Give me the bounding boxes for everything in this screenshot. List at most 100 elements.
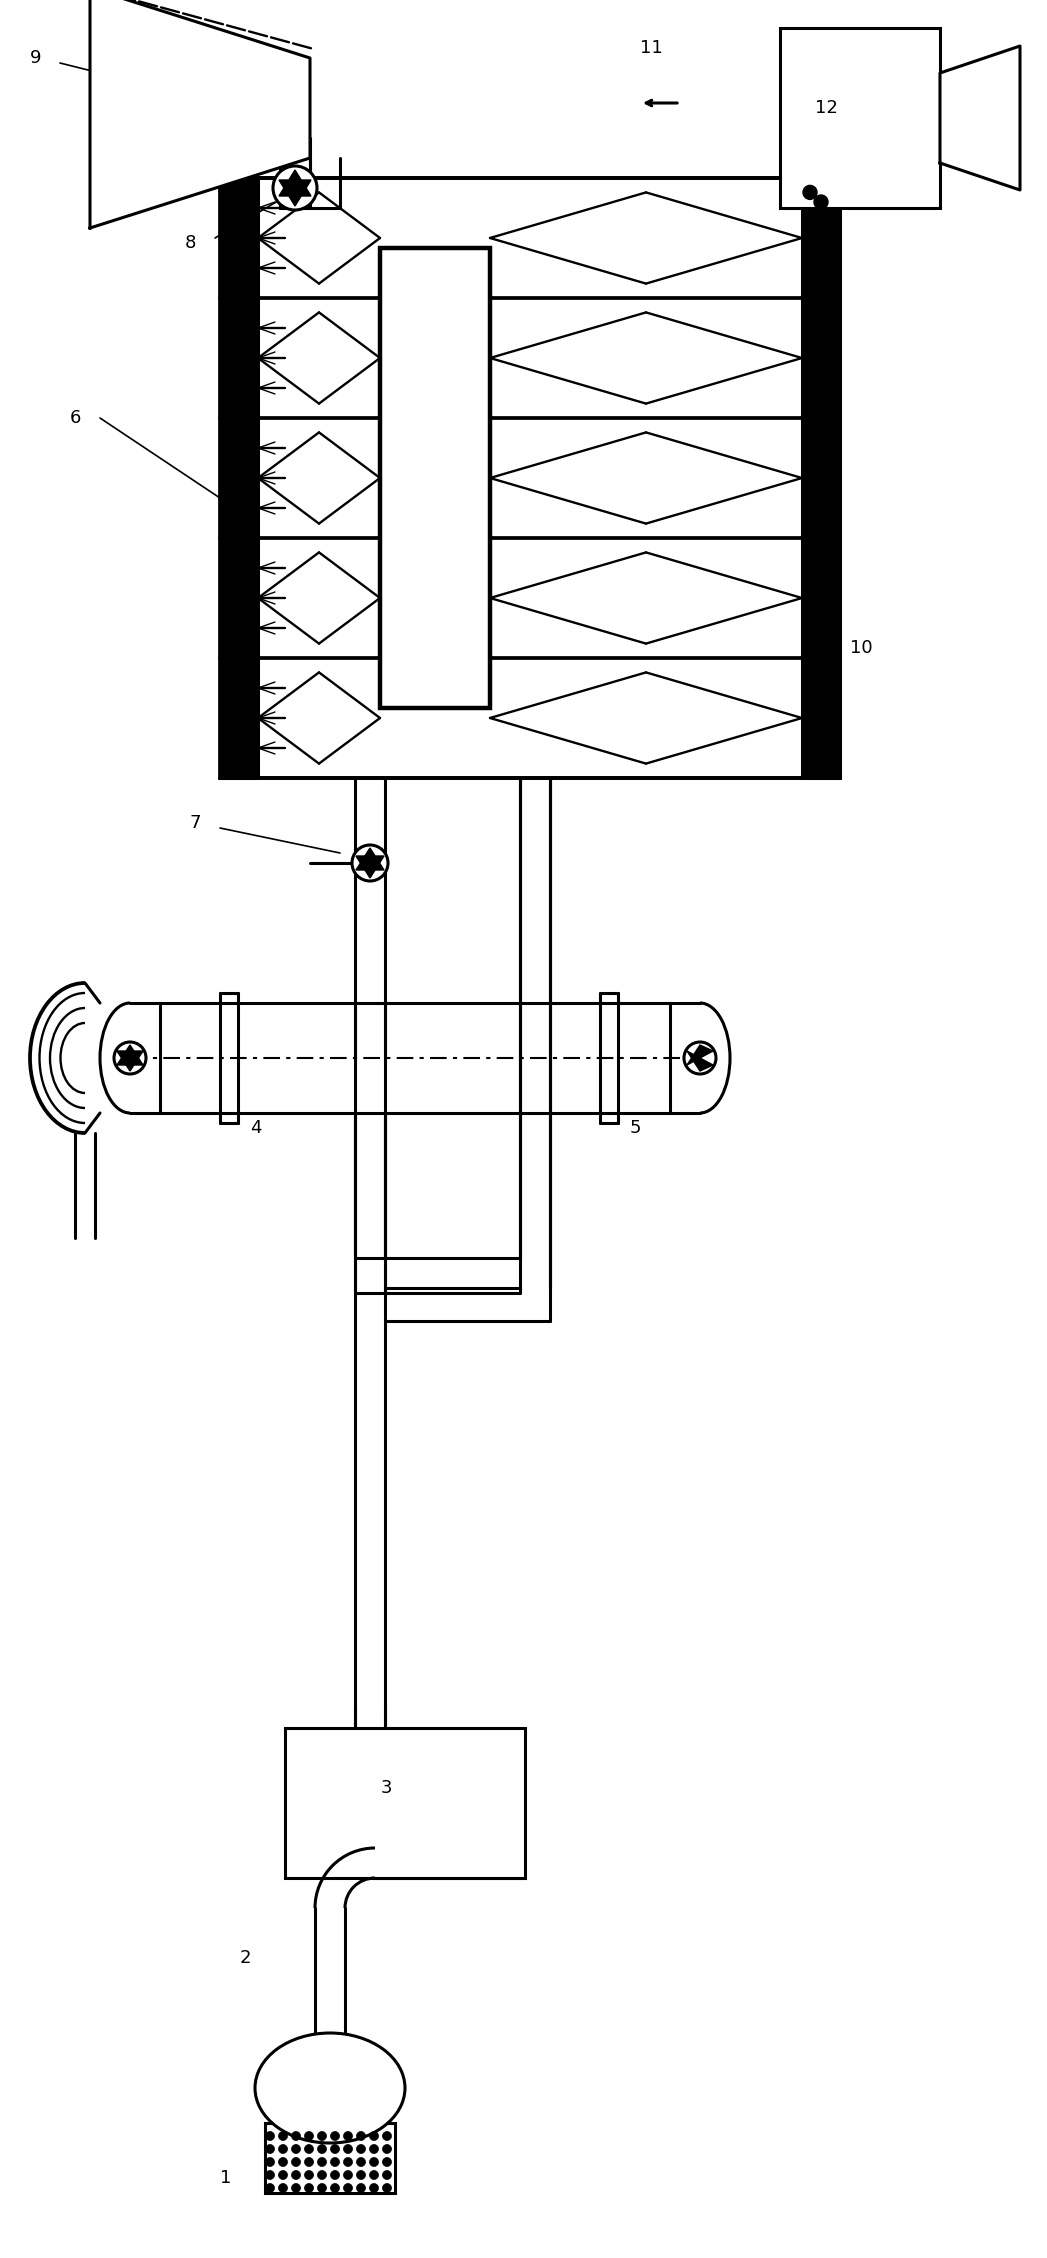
Text: 9: 9 [30, 50, 42, 68]
Polygon shape [940, 45, 1020, 190]
Bar [802, 178, 840, 779]
Circle shape [814, 675, 828, 689]
Circle shape [370, 2156, 379, 2165]
Circle shape [814, 386, 828, 402]
Circle shape [291, 2145, 300, 2154]
Text: 10: 10 [850, 639, 872, 657]
Circle shape [814, 747, 828, 761]
Polygon shape [279, 181, 311, 205]
Circle shape [382, 2132, 392, 2141]
Circle shape [317, 2183, 327, 2193]
Circle shape [266, 2183, 274, 2193]
Circle shape [291, 2183, 300, 2193]
Polygon shape [687, 1050, 713, 1070]
Text: 2: 2 [240, 1949, 251, 1967]
Polygon shape [687, 1045, 713, 1066]
Circle shape [305, 2156, 313, 2165]
Circle shape [279, 2170, 288, 2179]
Circle shape [382, 2145, 392, 2154]
Circle shape [803, 275, 817, 291]
Circle shape [291, 2132, 300, 2141]
Circle shape [814, 266, 828, 280]
Circle shape [331, 2156, 339, 2165]
Text: 1: 1 [220, 2170, 231, 2188]
Polygon shape [356, 849, 384, 869]
Circle shape [266, 2145, 274, 2154]
Circle shape [331, 2145, 339, 2154]
Text: 7: 7 [190, 813, 201, 831]
Circle shape [814, 508, 828, 522]
Circle shape [266, 2156, 274, 2165]
Circle shape [291, 2170, 300, 2179]
Circle shape [803, 350, 817, 366]
Circle shape [382, 2183, 392, 2193]
Circle shape [803, 592, 817, 605]
Circle shape [291, 2156, 300, 2165]
Circle shape [814, 194, 828, 210]
Circle shape [305, 2183, 313, 2193]
Circle shape [814, 555, 828, 569]
Text: 3: 3 [381, 1779, 393, 1797]
Circle shape [814, 472, 828, 485]
Text: 11: 11 [640, 38, 663, 56]
Circle shape [803, 472, 817, 485]
Circle shape [814, 711, 828, 725]
Circle shape [684, 1041, 716, 1075]
Circle shape [343, 2170, 353, 2179]
Circle shape [343, 2132, 353, 2141]
Circle shape [803, 756, 817, 770]
Circle shape [356, 2170, 365, 2179]
Circle shape [356, 2183, 365, 2193]
Circle shape [814, 350, 828, 366]
Bar [285, 1727, 525, 1879]
Polygon shape [117, 1045, 143, 1066]
Circle shape [382, 2170, 392, 2179]
Circle shape [382, 2156, 392, 2165]
Circle shape [273, 167, 317, 210]
Circle shape [305, 2170, 313, 2179]
Circle shape [317, 2170, 327, 2179]
Circle shape [814, 230, 828, 246]
Polygon shape [90, 0, 310, 228]
Circle shape [803, 517, 817, 531]
Circle shape [305, 2132, 313, 2141]
Circle shape [305, 2145, 313, 2154]
Circle shape [814, 436, 828, 449]
Circle shape [343, 2156, 353, 2165]
Polygon shape [117, 1050, 143, 1070]
Text: 8: 8 [185, 235, 197, 253]
Ellipse shape [255, 2032, 405, 2143]
Circle shape [814, 592, 828, 605]
Circle shape [279, 2132, 288, 2141]
Circle shape [370, 2183, 379, 2193]
Circle shape [343, 2183, 353, 2193]
Circle shape [266, 2132, 274, 2141]
Circle shape [114, 1041, 146, 1075]
Circle shape [370, 2132, 379, 2141]
Circle shape [803, 711, 817, 725]
Circle shape [803, 305, 817, 318]
Circle shape [370, 2145, 379, 2154]
Circle shape [803, 425, 817, 440]
Circle shape [803, 230, 817, 246]
Circle shape [356, 2145, 365, 2154]
Circle shape [279, 2156, 288, 2165]
Circle shape [343, 2145, 353, 2154]
Circle shape [331, 2183, 339, 2193]
Bar [220, 178, 840, 779]
Polygon shape [279, 169, 311, 196]
Circle shape [356, 2156, 365, 2165]
Bar [780, 27, 940, 208]
Circle shape [279, 2183, 288, 2193]
Circle shape [331, 2132, 339, 2141]
Bar [265, 2123, 395, 2193]
Circle shape [814, 316, 828, 330]
Circle shape [279, 2145, 288, 2154]
Circle shape [352, 844, 388, 881]
Bar [380, 248, 490, 709]
Circle shape [317, 2145, 327, 2154]
Circle shape [317, 2132, 327, 2141]
Bar [220, 178, 258, 779]
Circle shape [803, 185, 817, 199]
Circle shape [803, 397, 817, 411]
